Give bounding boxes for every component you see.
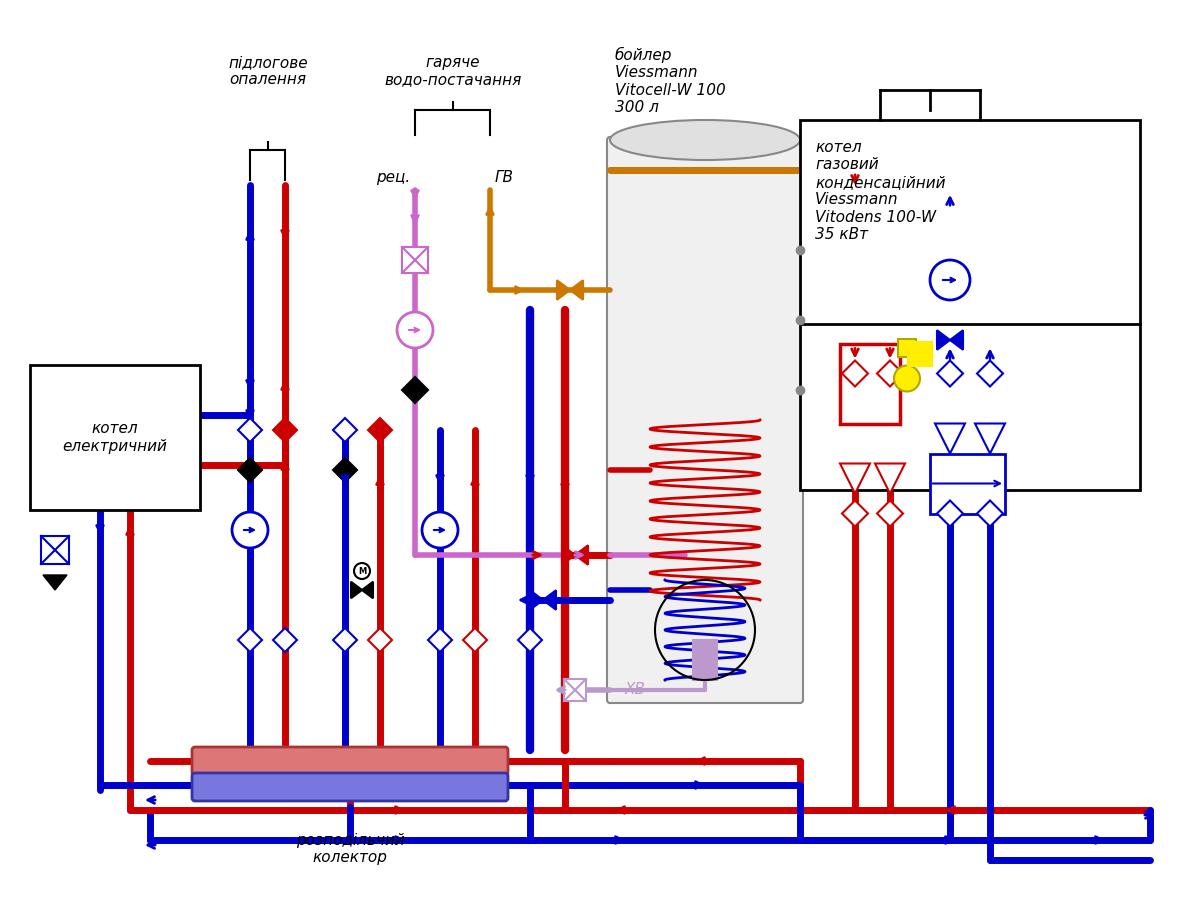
Polygon shape: [362, 582, 373, 598]
Polygon shape: [518, 628, 542, 652]
Ellipse shape: [610, 120, 800, 160]
Polygon shape: [977, 501, 1003, 527]
Bar: [402, 247, 428, 273]
Circle shape: [894, 366, 920, 391]
Text: ГВ: ГВ: [496, 170, 514, 185]
FancyBboxPatch shape: [192, 747, 508, 775]
Bar: [908, 342, 932, 366]
Polygon shape: [368, 628, 392, 652]
Polygon shape: [238, 628, 262, 652]
Polygon shape: [575, 545, 588, 565]
Text: бойлер
Viessmann
Vitocell-W 100
300 л: бойлер Viessmann Vitocell-W 100 300 л: [616, 47, 726, 115]
Bar: [800, 120, 1140, 490]
Polygon shape: [950, 330, 964, 350]
Polygon shape: [937, 360, 964, 387]
Bar: [898, 338, 916, 357]
Polygon shape: [977, 360, 1003, 387]
Text: гаряче
водо-постачання: гаряче водо-постачання: [384, 55, 522, 87]
Polygon shape: [428, 628, 452, 652]
Polygon shape: [935, 424, 965, 453]
Polygon shape: [238, 418, 262, 442]
Polygon shape: [352, 582, 362, 598]
Polygon shape: [974, 424, 1006, 453]
Polygon shape: [274, 418, 298, 442]
Polygon shape: [463, 628, 487, 652]
Polygon shape: [877, 501, 904, 527]
Bar: [30, 365, 200, 510]
Polygon shape: [334, 628, 358, 652]
Polygon shape: [937, 501, 964, 527]
Polygon shape: [570, 280, 583, 300]
Bar: [41, 536, 70, 564]
Polygon shape: [542, 590, 556, 609]
Polygon shape: [334, 418, 358, 442]
Bar: [564, 679, 586, 701]
Circle shape: [422, 512, 458, 548]
Polygon shape: [274, 628, 298, 652]
Text: ХВ: ХВ: [625, 683, 646, 698]
Circle shape: [232, 512, 268, 548]
Circle shape: [930, 260, 970, 300]
Circle shape: [397, 312, 433, 348]
Polygon shape: [562, 545, 575, 565]
Polygon shape: [238, 458, 262, 482]
Text: котел
електричний: котел електричний: [62, 421, 168, 454]
Text: котел
газовий
конденсаційний
Viessmann
Vitodens 100-W
35 кВт: котел газовий конденсаційний Viessmann V…: [815, 140, 946, 242]
FancyBboxPatch shape: [607, 137, 803, 703]
Polygon shape: [875, 463, 905, 494]
Text: рец.: рец.: [376, 170, 410, 185]
Polygon shape: [334, 458, 358, 482]
Text: розподільчий
колектор: розподільчий колектор: [295, 833, 404, 866]
Polygon shape: [842, 360, 868, 387]
Polygon shape: [840, 463, 870, 494]
Polygon shape: [557, 280, 570, 300]
Text: M: M: [358, 566, 366, 575]
Polygon shape: [937, 330, 950, 350]
Polygon shape: [877, 360, 904, 387]
Text: підлогове
опалення: підлогове опалення: [228, 55, 308, 87]
Bar: [694, 640, 718, 680]
FancyBboxPatch shape: [192, 773, 508, 801]
Polygon shape: [43, 575, 67, 590]
FancyBboxPatch shape: [930, 453, 1006, 514]
Polygon shape: [402, 377, 428, 403]
Polygon shape: [842, 501, 868, 527]
Circle shape: [354, 563, 370, 579]
Polygon shape: [530, 590, 542, 609]
Polygon shape: [368, 418, 392, 442]
Bar: [840, 344, 900, 424]
